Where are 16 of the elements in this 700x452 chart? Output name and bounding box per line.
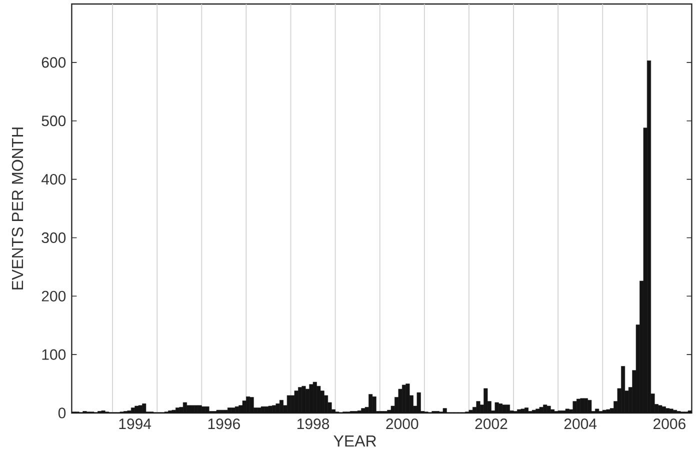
x-tick-label: 1994 (119, 418, 152, 430)
y-tick-label: 0 (58, 408, 66, 418)
x-tick-label: 1998 (297, 418, 330, 430)
x-tick-label: 2000 (386, 418, 418, 430)
y-tick-label: 200 (42, 290, 66, 302)
y-tick-label: 100 (42, 349, 66, 360)
x-tick-label: 2004 (564, 418, 597, 430)
x-tick-label: 2002 (475, 418, 508, 430)
x-axis-title: YEAR (334, 436, 376, 447)
y-tick-label: 300 (42, 232, 66, 244)
y-tick-label: 500 (42, 116, 66, 126)
x-tick-label: 1996 (208, 418, 240, 430)
y-tick-label: 600 (42, 57, 66, 68)
y-axis-title: EVENTS PER MONTH (12, 128, 24, 290)
y-tick-label: 400 (41, 174, 66, 185)
x-tick-label: 2006 (654, 418, 686, 430)
